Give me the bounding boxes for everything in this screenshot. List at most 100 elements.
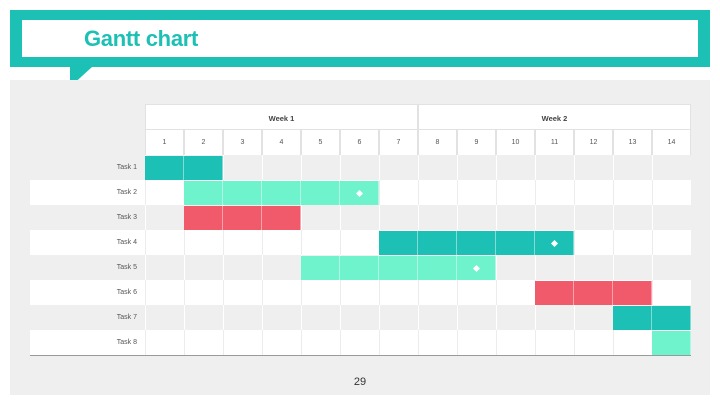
task-bar-segment <box>301 256 340 280</box>
task-row <box>30 330 691 355</box>
day-header-cell <box>574 130 613 155</box>
grid-cell <box>496 155 535 180</box>
grid-cell <box>457 330 496 355</box>
week-header-cell <box>145 104 418 130</box>
grid-cell <box>574 255 613 280</box>
grid-cell <box>379 330 418 355</box>
grid-cell <box>262 255 301 280</box>
grid-cell <box>145 255 184 280</box>
grid-cell <box>379 305 418 330</box>
day-header-cell <box>457 130 496 155</box>
day-header-cell <box>418 130 457 155</box>
grid-cell <box>340 205 379 230</box>
task-row <box>30 205 691 230</box>
task-bar-segment <box>613 281 652 305</box>
grid-cell <box>223 155 262 180</box>
grid-cell <box>652 255 691 280</box>
page-number: 29 <box>353 376 367 388</box>
task-bar-segment <box>262 206 301 230</box>
task-bar-segment <box>223 181 262 205</box>
task-label: Task 6 <box>116 289 137 296</box>
task-label: Task 5 <box>116 264 137 271</box>
grid-cell <box>262 230 301 255</box>
week-label: Week 2 <box>541 114 568 123</box>
grid-cell <box>574 155 613 180</box>
task-bar-segment <box>262 181 301 205</box>
grid-cell <box>262 305 301 330</box>
grid-cell <box>301 280 340 305</box>
grid-cell <box>574 205 613 230</box>
grid-cell <box>535 305 574 330</box>
title-banner: Gantt chart <box>10 10 710 67</box>
grid-cell <box>145 330 184 355</box>
day-header-cell <box>184 130 223 155</box>
grid-cell <box>223 255 262 280</box>
grid-cell <box>652 205 691 230</box>
grid-cell <box>418 155 457 180</box>
task-bar-segment <box>418 231 457 255</box>
task-bar-segment <box>457 231 496 255</box>
grid-cell <box>418 180 457 205</box>
grid-cell <box>574 330 613 355</box>
grid-cell <box>301 305 340 330</box>
task-row <box>30 155 691 180</box>
grid-cell <box>418 330 457 355</box>
day-label: 10 <box>511 139 520 146</box>
grid-cell <box>340 305 379 330</box>
grid-cell <box>418 205 457 230</box>
grid-cell <box>379 280 418 305</box>
grid-cell <box>301 330 340 355</box>
grid-cell <box>652 230 691 255</box>
day-header-cell <box>262 130 301 155</box>
grid-cell <box>496 305 535 330</box>
grid-cell <box>418 305 457 330</box>
week-header-cell <box>418 104 691 130</box>
day-label: 9 <box>474 139 479 146</box>
task-bar-segment <box>184 181 223 205</box>
task-bar-segment <box>535 281 574 305</box>
grid-cell <box>145 280 184 305</box>
grid-cell <box>613 155 652 180</box>
grid-cell <box>574 230 613 255</box>
grid-cell <box>262 280 301 305</box>
grid-cell <box>223 305 262 330</box>
task-bar-segment <box>652 331 691 355</box>
day-label: 6 <box>357 139 362 146</box>
day-label: 3 <box>240 139 245 146</box>
task-label: Task 4 <box>116 239 137 246</box>
grid-cell <box>535 205 574 230</box>
day-label: 2 <box>201 139 206 146</box>
task-bar-segment <box>418 256 457 280</box>
grid-cell <box>340 280 379 305</box>
task-label: Task 7 <box>116 314 137 321</box>
grid-cell <box>457 280 496 305</box>
grid-cell <box>223 330 262 355</box>
grid-cell <box>496 205 535 230</box>
task-bar-segment <box>652 306 691 330</box>
grid-cell <box>223 280 262 305</box>
task-bar-segment <box>613 306 652 330</box>
grid-cell <box>613 205 652 230</box>
day-header-cell <box>652 130 691 155</box>
task-bar-segment <box>145 156 184 180</box>
task-row <box>30 230 691 255</box>
grid-cell <box>184 280 223 305</box>
grid-cell <box>574 180 613 205</box>
day-label: 14 <box>667 139 676 146</box>
task-bar-segment <box>340 256 379 280</box>
grid-cell <box>457 305 496 330</box>
day-label: 4 <box>279 139 284 146</box>
task-bar-segment <box>379 256 418 280</box>
task-row <box>30 305 691 330</box>
slide-title: Gantt chart <box>84 26 199 51</box>
grid-cell <box>613 180 652 205</box>
day-header-cell <box>301 130 340 155</box>
grid-cell <box>379 155 418 180</box>
grid-cell <box>145 180 184 205</box>
task-label: Task 8 <box>116 339 137 346</box>
day-header-cell <box>535 130 574 155</box>
day-header-cell <box>613 130 652 155</box>
task-bar-segment <box>379 231 418 255</box>
grid-cell <box>496 280 535 305</box>
day-header-cell <box>379 130 418 155</box>
